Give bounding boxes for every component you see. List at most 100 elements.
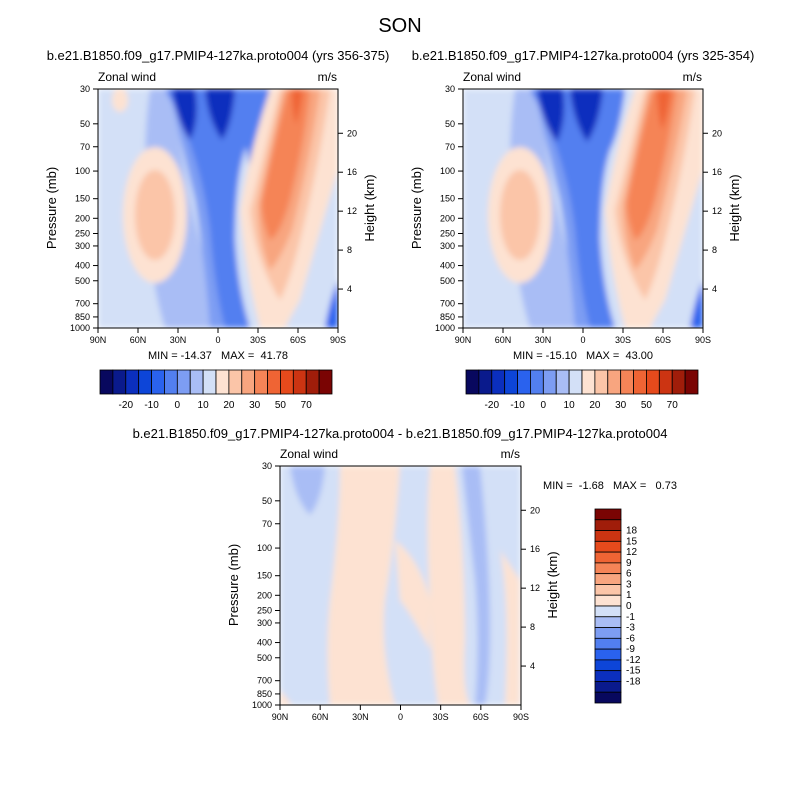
height-tick-label: 16 bbox=[347, 167, 357, 177]
y-tick-label: 300 bbox=[257, 618, 272, 628]
panel-diff-contours bbox=[280, 466, 521, 705]
colorbar-swatch bbox=[164, 369, 178, 395]
y-tick-label: 70 bbox=[80, 142, 90, 152]
x-tick-label: 0 bbox=[215, 335, 220, 345]
y-tick-label: 30 bbox=[445, 84, 455, 94]
colorbar-swatch bbox=[138, 369, 152, 395]
panel-right-height-axis: 4 8 12 16 20 bbox=[703, 128, 722, 294]
colorbar-swatch bbox=[594, 659, 622, 672]
figure-title: SON bbox=[378, 15, 421, 37]
colorbar-swatch bbox=[215, 369, 230, 395]
colorbar-swatch bbox=[594, 540, 622, 553]
height-tick-label: 8 bbox=[712, 245, 717, 255]
y-tick-label: 200 bbox=[257, 590, 272, 600]
colorbar-label: 0 bbox=[175, 400, 181, 411]
y-tick-label: 100 bbox=[440, 166, 455, 176]
panel-right-stats: MIN = -15.10 MAX = 43.00 bbox=[513, 350, 653, 362]
colorbar-swatch bbox=[542, 369, 557, 395]
x-tick-label: 60N bbox=[312, 712, 329, 722]
x-tick-label: 60S bbox=[473, 712, 489, 722]
panel-diff-variable: Zonal wind bbox=[280, 447, 338, 461]
colorbar-swatch bbox=[112, 369, 127, 395]
y-tick-label: 250 bbox=[440, 229, 455, 239]
y-tick-label: 30 bbox=[262, 461, 272, 471]
colorbar-swatch bbox=[671, 369, 686, 395]
colorbar-swatch bbox=[594, 530, 622, 542]
height-tick-label: 12 bbox=[530, 583, 540, 593]
y-tick-label: 50 bbox=[262, 496, 272, 506]
colorbar-label: -1 bbox=[626, 612, 635, 623]
y-tick-label: 1000 bbox=[435, 323, 455, 333]
colorbar-swatch bbox=[568, 369, 583, 395]
x-tick-label: 30N bbox=[535, 335, 552, 345]
colorbar-swatch bbox=[684, 369, 699, 395]
colorbar-swatch bbox=[594, 508, 622, 521]
y-tick-label: 1000 bbox=[252, 700, 272, 710]
y-tick-label: 30 bbox=[80, 84, 90, 94]
colorbar-swatch bbox=[646, 369, 660, 395]
colorbar-swatch bbox=[318, 369, 333, 395]
colorbar-swatch bbox=[254, 369, 268, 395]
colorbar-swatch bbox=[555, 369, 570, 395]
colorbar-label: 6 bbox=[626, 569, 632, 580]
x-tick-label: 60S bbox=[655, 335, 671, 345]
colorbar-swatch bbox=[581, 369, 596, 395]
y-tick-label: 850 bbox=[257, 689, 272, 699]
colorbar-swatch bbox=[202, 369, 217, 395]
y-tick-label: 200 bbox=[75, 213, 90, 223]
panel-right-ylabel: Pressure (mb) bbox=[409, 167, 424, 249]
x-tick-label: 30S bbox=[615, 335, 631, 345]
height-tick-label: 4 bbox=[347, 284, 352, 294]
panel-right: b.e21.B1850.f09_g17.PMIP4-127ka.proto004… bbox=[409, 48, 754, 362]
colorbar-swatch bbox=[594, 670, 622, 682]
colorbar-swatch bbox=[504, 369, 518, 395]
panel-right-x-axis: 90N 60N 30N 0 30S 60S 90S bbox=[455, 328, 711, 345]
colorbar-swatch bbox=[228, 369, 243, 395]
colorbar-swatch bbox=[594, 594, 622, 607]
y-tick-label: 250 bbox=[257, 606, 272, 616]
colorbar-label: -18 bbox=[626, 676, 641, 687]
colorbar-swatch bbox=[517, 369, 531, 395]
panel-difference: b.e21.B1850.f09_g17.PMIP4-127ka.proto004… bbox=[133, 426, 677, 722]
y-tick-label: 700 bbox=[257, 676, 272, 686]
colorbar-label: 50 bbox=[641, 400, 653, 411]
colorbar-label: 9 bbox=[626, 558, 632, 569]
colorbar-right: -20 -10 0 10 20 30 50 70 bbox=[465, 369, 699, 411]
colorbar-swatch bbox=[594, 691, 622, 704]
panel-right-ylabel-right: Height (km) bbox=[727, 174, 742, 241]
y-tick-label: 850 bbox=[440, 312, 455, 322]
colorbar-label: 3 bbox=[626, 579, 632, 590]
x-tick-label: 30S bbox=[250, 335, 266, 345]
height-tick-label: 16 bbox=[530, 544, 540, 554]
colorbar-swatch bbox=[594, 627, 622, 639]
colorbar-swatch bbox=[594, 562, 622, 575]
colorbar-label: 1 bbox=[626, 590, 632, 601]
x-tick-label: 90N bbox=[90, 335, 107, 345]
colorbar-swatch bbox=[491, 369, 506, 395]
colorbar-swatch bbox=[594, 573, 622, 585]
colorbar-label: 10 bbox=[564, 400, 576, 411]
y-tick-label: 100 bbox=[75, 166, 90, 176]
colorbar-swatch bbox=[594, 605, 622, 618]
colorbar-swatch bbox=[465, 369, 480, 395]
y-tick-label: 50 bbox=[80, 119, 90, 129]
colorbar-label: 70 bbox=[301, 400, 313, 411]
panel-right-units: m/s bbox=[683, 70, 702, 84]
x-tick-label: 30N bbox=[352, 712, 369, 722]
colorbar-swatch bbox=[99, 369, 114, 395]
colorbar-label: 50 bbox=[275, 400, 287, 411]
colorbar-label: 10 bbox=[198, 400, 210, 411]
y-tick-label: 500 bbox=[440, 276, 455, 286]
colorbar-label: -15 bbox=[626, 666, 641, 677]
height-tick-label: 20 bbox=[712, 128, 722, 138]
colorbar-swatch bbox=[633, 369, 647, 395]
panel-diff-ylabel-right: Height (km) bbox=[545, 551, 560, 618]
y-tick-label: 400 bbox=[440, 261, 455, 271]
y-tick-label: 850 bbox=[75, 312, 90, 322]
y-tick-label: 70 bbox=[262, 519, 272, 529]
panel-left-ylabel-right: Height (km) bbox=[362, 174, 377, 241]
panel-left-height-axis: 4 8 12 16 20 bbox=[338, 128, 357, 294]
height-tick-label: 20 bbox=[530, 505, 540, 515]
colorbar-label: 0 bbox=[626, 601, 632, 612]
colorbar-swatch bbox=[151, 369, 165, 395]
